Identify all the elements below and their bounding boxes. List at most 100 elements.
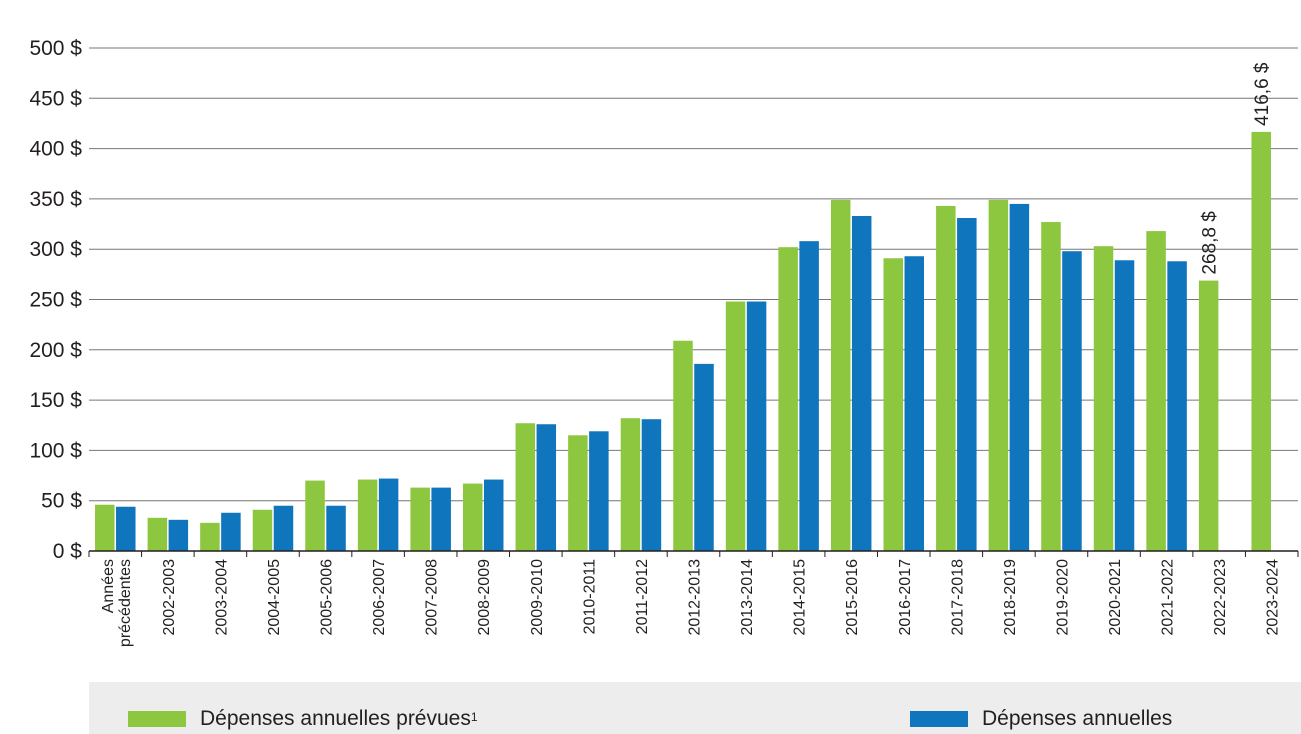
- bars: [95, 131, 1271, 552]
- y-tick-label: 450 $: [29, 87, 82, 110]
- x-tick-label: 2016-2017: [897, 559, 914, 636]
- bar-planned: [1146, 231, 1166, 552]
- bar-actual: [1062, 251, 1082, 551]
- x-tick-label-line: 2011-2012: [634, 559, 651, 634]
- x-tick-label: 2021-2022: [1160, 559, 1177, 636]
- x-tick-label-line: 2007-2008: [424, 559, 441, 636]
- bar-planned: [725, 301, 746, 551]
- x-tick-label-line: 2009-2010: [529, 559, 546, 636]
- bar-planned: [1251, 131, 1271, 552]
- bar-planned: [1041, 222, 1061, 551]
- bar-actual: [746, 301, 767, 551]
- x-tick-label-line: 2022-2023: [1212, 559, 1229, 636]
- bar-actual: [694, 363, 714, 551]
- y-tick-label: 200 $: [29, 339, 82, 362]
- x-tick-label-line: 2012-2013: [687, 559, 704, 636]
- bar-planned: [778, 247, 798, 552]
- bar-planned: [1093, 246, 1114, 551]
- bar-planned: [568, 435, 588, 551]
- legend-swatch-actual: [910, 711, 968, 727]
- bar-planned: [462, 483, 483, 551]
- x-tick-label: 2013-2014: [739, 559, 756, 636]
- x-tick-label: 2023-2024: [1265, 559, 1282, 636]
- y-tick-label: 250 $: [29, 289, 82, 312]
- bar-actual: [116, 506, 136, 551]
- legend-label-planned: Dépenses annuelles prévues: [200, 707, 471, 730]
- x-tick-label-line: 2002-2003: [161, 559, 178, 636]
- bar-actual: [904, 256, 925, 551]
- x-tick-label: 2018-2019: [1002, 559, 1019, 636]
- x-tick-label: 2004-2005: [266, 559, 283, 636]
- bar-planned: [673, 340, 693, 551]
- x-tick-label: 2012-2013: [687, 559, 704, 636]
- x-tick-label-line: 2019-2020: [1054, 559, 1071, 636]
- bar-chart: 0 $ 50 $ 100 $ 150 $ 200 $ 250 $ 300 $ 350 $ 400…: [29, 37, 1299, 647]
- y-tick-label: 50 $: [41, 490, 82, 513]
- x-tick-label-line: 2006-2007: [371, 559, 388, 636]
- bar-planned: [515, 423, 536, 551]
- legend-swatch-planned: [128, 711, 186, 727]
- bar-actual: [589, 431, 609, 551]
- x-tick-label-line: 2020-2021: [1107, 559, 1124, 636]
- x-tick-label: 2022-2023: [1212, 559, 1229, 636]
- y-tick-label: 100 $: [29, 439, 82, 462]
- x-tick-label: 2015-2016: [844, 559, 861, 636]
- x-tick-label: 2010-2011: [581, 559, 598, 634]
- bar-actual: [431, 487, 451, 551]
- data-label-text: 416,6 $: [1252, 62, 1273, 126]
- x-tick-label: 2020-2021: [1107, 559, 1124, 636]
- x-tick-label: 2011-2012: [634, 559, 651, 634]
- x-tick-label-line: 2016-2017: [897, 559, 914, 636]
- y-tick-label: 300 $: [29, 238, 82, 261]
- bar-planned: [883, 258, 904, 551]
- x-tick-label: 2019-2020: [1054, 559, 1071, 636]
- y-tick-label: 350 $: [29, 188, 82, 211]
- bar-planned: [252, 509, 273, 551]
- x-tick-label: 2014-2015: [792, 559, 809, 636]
- x-tick-label-line: 2013-2014: [739, 559, 756, 636]
- y-tick-label: 500 $: [29, 37, 82, 60]
- bar-actual: [1114, 260, 1135, 551]
- x-tick-label-line: 2004-2005: [266, 559, 283, 636]
- y-axis: 0 $ 50 $ 100 $ 150 $ 200 $ 250 $ 300 $ 350 $ 400…: [29, 37, 82, 563]
- bar-planned: [147, 517, 168, 551]
- data-label: 416,6 $: [1252, 62, 1273, 126]
- bar-actual: [221, 512, 241, 551]
- gridlines: [89, 47, 1298, 502]
- bar-actual: [326, 505, 346, 551]
- bar-actual: [957, 218, 977, 551]
- bar-actual: [1009, 203, 1030, 551]
- x-tick-label: 2005-2006: [319, 559, 336, 636]
- x-tick-label-line: 2021-2022: [1160, 559, 1177, 636]
- bar-actual: [1167, 261, 1187, 551]
- data-label-text: 268,8 $: [1200, 211, 1221, 275]
- x-tick-label-line: 2018-2019: [1002, 559, 1019, 636]
- x-tick-label-line: 2008-2009: [476, 559, 493, 636]
- bar-actual: [168, 519, 189, 551]
- bar-actual: [851, 216, 872, 551]
- bar-planned: [357, 479, 378, 551]
- x-tick-label-line: 2010-2011: [581, 559, 598, 634]
- x-axis: Années précédentes 2002-2003 2003-2004 2004-…: [88, 550, 1299, 647]
- x-tick-label: 2009-2010: [529, 559, 546, 636]
- legend: [89, 682, 1301, 734]
- bar-actual: [273, 505, 294, 551]
- y-tick-label: 150 $: [29, 389, 82, 412]
- data-label: 268,8 $: [1200, 211, 1221, 275]
- legend-item-actual: Dépenses annuelles: [910, 707, 1172, 731]
- x-tick-label: 2017-2018: [949, 559, 966, 636]
- legend-label-actual: Dépenses annuelles: [982, 707, 1173, 730]
- x-tick-label-line: 2014-2015: [792, 559, 809, 636]
- legend-item-planned: Dépenses annuelles prévues 1: [128, 707, 478, 731]
- x-tick-label-line: 2017-2018: [949, 559, 966, 636]
- bar-planned: [988, 199, 1009, 551]
- bar-planned: [305, 480, 325, 551]
- x-tick-label: 2003-2004: [213, 559, 230, 636]
- x-tick-label: 2002-2003: [161, 559, 178, 636]
- y-tick-label: 0 $: [53, 540, 83, 563]
- x-tick-label-line: 2005-2006: [319, 559, 336, 636]
- y-tick-label: 400 $: [29, 138, 82, 161]
- legend-footnote-marker: 1: [470, 710, 478, 724]
- x-tick-label: 2007-2008: [424, 559, 441, 636]
- bar-planned: [95, 504, 115, 551]
